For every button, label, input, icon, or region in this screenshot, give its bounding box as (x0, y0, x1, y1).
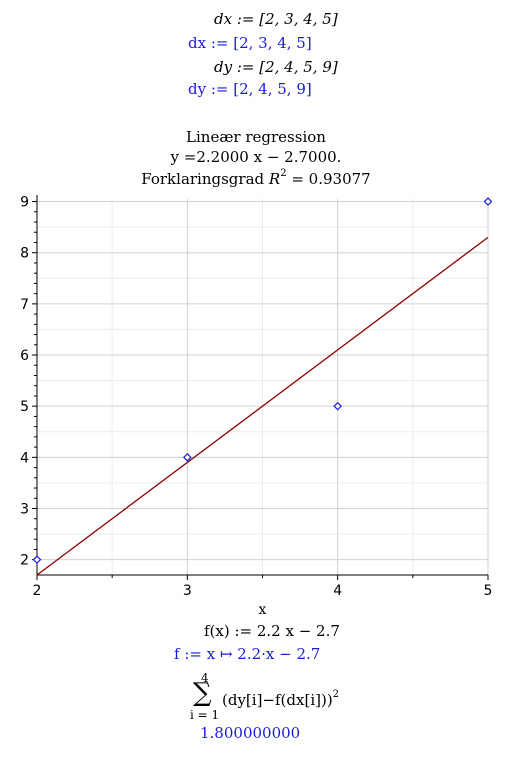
data-point (485, 198, 492, 205)
y-tick-label: 4 (20, 450, 29, 466)
f-definition-text: f(x) := 2.2 x − 2.7 (204, 622, 340, 640)
data-point (334, 403, 341, 410)
y-tick-label: 5 (20, 399, 29, 415)
x-axis-label: x (259, 602, 267, 618)
y-tick-label: 2 (20, 553, 29, 569)
f-definition-input[interactable]: f(x) := 2.2 x − 2.7 (204, 622, 340, 640)
data-point (34, 556, 41, 563)
y-tick-label: 7 (20, 297, 29, 313)
y-tick-label: 6 (20, 348, 29, 364)
data-point (184, 454, 191, 461)
f-definition-output-text: f := x ↦ 2.2·x − 2.7 (174, 645, 320, 663)
x-tick-label: 3 (183, 583, 192, 599)
f-definition-output: f := x ↦ 2.2·x − 2.7 (174, 645, 320, 663)
sum-symbol: ∑ (193, 680, 212, 706)
sum-exponent: 2 (333, 689, 339, 700)
sum-result-text: 1.800000000 (200, 724, 300, 742)
y-tick-label: 3 (20, 501, 29, 517)
y-tick-label: 8 (20, 246, 29, 262)
x-tick-label: 4 (333, 583, 342, 599)
sum-body-text: (dy[i]−f(dx[i])) (222, 691, 333, 709)
sum-body[interactable]: (dy[i]−f(dx[i]))2 (222, 686, 339, 709)
sum-result: 1.800000000 (200, 724, 300, 742)
x-tick-label: 5 (484, 583, 493, 599)
sum-lower-limit: i = 1 (190, 706, 219, 724)
y-tick-label: 9 (20, 195, 29, 211)
x-tick-label: 2 (33, 583, 42, 599)
